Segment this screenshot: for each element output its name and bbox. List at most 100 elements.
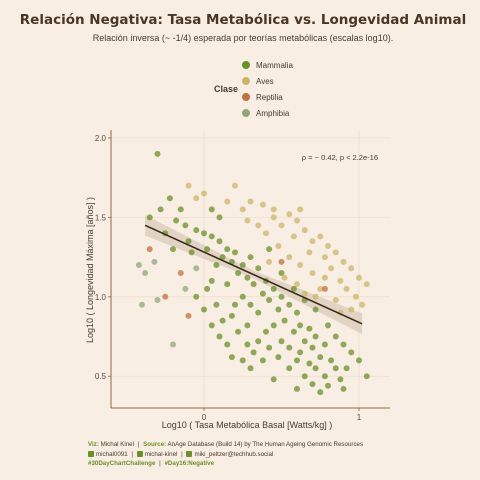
point-mammalia	[312, 365, 319, 372]
point-aves	[317, 285, 324, 292]
point-mammalia	[332, 365, 339, 372]
point-mammalia	[213, 262, 220, 269]
point-aves	[356, 274, 362, 281]
legend-label-mammalia: Mammalia	[256, 61, 293, 70]
point-mammalia	[255, 265, 262, 272]
point-aves	[348, 265, 355, 272]
point-mammalia	[154, 150, 161, 157]
point-mammalia	[247, 365, 254, 372]
point-mammalia	[325, 382, 331, 389]
trend-layer	[144, 224, 363, 325]
point-mammalia	[337, 376, 344, 383]
point-mammalia	[247, 301, 254, 308]
point-mammalia	[275, 306, 282, 313]
point-mammalia	[263, 328, 269, 335]
point-mammalia	[224, 341, 231, 348]
point-mammalia	[340, 341, 347, 348]
point-aves	[201, 190, 207, 197]
point-mammalia	[213, 301, 220, 308]
point-mammalia	[317, 389, 324, 396]
point-mammalia	[201, 230, 207, 237]
point-mammalia	[204, 246, 211, 253]
point-aves	[255, 222, 262, 229]
point-mammalia	[340, 385, 347, 392]
point-aves	[337, 277, 344, 284]
point-aves	[301, 290, 308, 297]
point-mammalia	[166, 195, 173, 202]
legend-key-amphibia	[242, 109, 250, 117]
point-mammalia	[224, 281, 231, 288]
point-mammalia	[193, 293, 200, 300]
point-mammalia	[328, 357, 335, 364]
chart-title: Relación Negativa: Tasa Metabólica vs. L…	[20, 12, 466, 28]
point-aves	[244, 217, 251, 224]
point-mammalia	[228, 312, 235, 319]
point-mammalia	[286, 344, 293, 351]
x-axis-label: Log10 ( Tasa Metabólica Basal [Watts/kg]…	[162, 420, 333, 430]
viz-label: Viz:	[88, 441, 99, 448]
point-aves	[312, 293, 319, 300]
data-points	[135, 150, 370, 396]
point-mammalia	[244, 274, 251, 281]
source-text: AnAge Database (Build 14) by The Human A…	[167, 441, 364, 448]
point-mammalia	[185, 238, 192, 245]
point-aves	[348, 306, 355, 313]
point-mammalia	[270, 322, 277, 329]
point-mammalia	[286, 365, 293, 372]
point-mammalia	[259, 357, 266, 364]
point-mammalia	[208, 233, 215, 240]
point-aves	[343, 285, 350, 292]
point-mammalia	[312, 306, 319, 313]
github-handle[interactable]: michal0091	[96, 450, 128, 458]
point-mammalia	[343, 365, 350, 372]
point-amphibia	[182, 285, 189, 292]
hashtag-day[interactable]: #Day16:Negative	[164, 460, 215, 467]
legend: Clase Mammalia Aves Reptilia Amphibia	[214, 61, 293, 118]
point-aves	[259, 201, 266, 208]
point-mammalia	[281, 317, 288, 324]
point-mammalia	[312, 333, 319, 340]
point-mammalia	[321, 341, 328, 348]
point-reptilia	[185, 312, 192, 319]
point-aves	[270, 206, 277, 213]
hashtag-challenge[interactable]: #30DayChartChallenge	[88, 460, 156, 467]
caption: Viz: Michal Kinel | Source: AnAge Databa…	[88, 440, 363, 469]
point-mammalia	[290, 328, 297, 335]
legend-key-mammalia	[242, 61, 250, 69]
point-aves	[294, 217, 300, 224]
point-amphibia	[193, 265, 200, 272]
linkedin-handle[interactable]: michal-kinel	[144, 450, 178, 458]
point-mammalia	[244, 341, 251, 348]
point-aves	[286, 211, 293, 218]
point-aves	[270, 214, 277, 221]
point-aves	[275, 242, 282, 249]
point-mammalia	[232, 301, 238, 308]
point-mammalia	[216, 214, 223, 221]
point-mammalia	[317, 354, 324, 361]
point-mammalia	[244, 322, 251, 329]
point-aves	[309, 238, 316, 245]
point-mammalia	[278, 338, 285, 345]
point-amphibia	[151, 258, 158, 265]
point-aves	[193, 195, 200, 202]
point-mammalia	[224, 246, 231, 253]
mastodon-handle[interactable]: miki_peltzer@techhub.social	[194, 450, 274, 458]
axes: 0.5 1.0 1.5 2.0 0 1	[95, 130, 390, 422]
y-tick-label: 1.5	[95, 213, 107, 222]
point-mammalia	[201, 306, 207, 313]
point-mammalia	[356, 357, 362, 364]
point-mammalia	[306, 360, 313, 367]
grid	[111, 130, 390, 408]
y-tick-label: 0.5	[95, 372, 107, 381]
point-aves	[328, 265, 335, 272]
point-amphibia	[139, 301, 145, 308]
trend-line	[144, 224, 363, 325]
y-tick-label: 2.0	[95, 134, 107, 143]
point-mammalia	[173, 217, 180, 224]
point-mammalia	[228, 354, 235, 361]
point-mammalia	[321, 373, 328, 380]
point-mammalia	[255, 338, 262, 345]
point-aves	[278, 222, 285, 229]
point-mammalia	[294, 357, 300, 364]
point-mammalia	[259, 290, 266, 297]
